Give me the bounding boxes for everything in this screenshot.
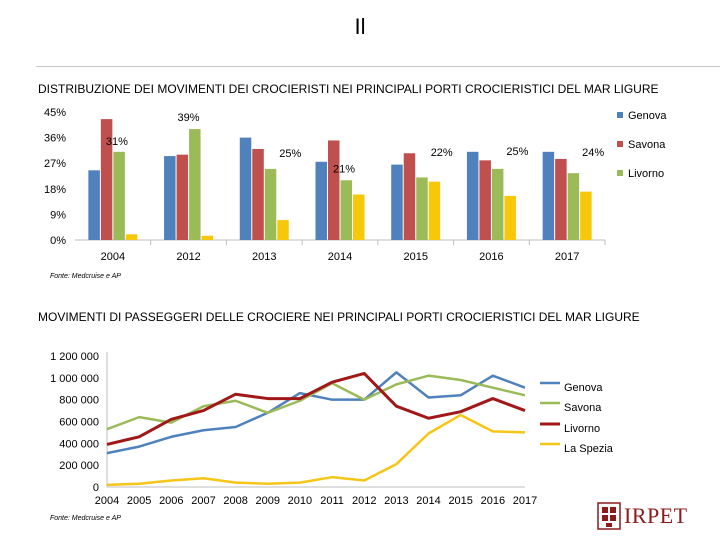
legend-swatch	[617, 112, 623, 118]
bar-savona	[100, 119, 113, 240]
bar-data-label: 22%	[431, 147, 453, 159]
bar-data-label: 25%	[506, 146, 528, 158]
line-x-tick-label: 2016	[481, 495, 505, 507]
bar-genova	[391, 164, 403, 240]
bar-savona	[403, 153, 416, 240]
bar-x-tick-label: 2012	[176, 251, 200, 263]
bar-la-spezia	[277, 220, 289, 240]
line-series-la-spezia	[106, 413, 526, 487]
bar-livorno	[416, 177, 428, 240]
line-y-tick-label: 400 000	[59, 438, 99, 450]
bar-la-spezia	[580, 191, 592, 240]
line-y-tick-label: 200 000	[59, 460, 99, 472]
bar-x-tick-label: 2017	[555, 251, 579, 263]
bar-data-label: 21%	[333, 163, 355, 175]
line-x-tick-label: 2008	[223, 495, 247, 507]
bar-savona	[328, 140, 340, 240]
bar-genova	[88, 170, 100, 240]
bar-x-tick-label: 2004	[101, 251, 125, 263]
bar-la-spezia	[428, 181, 441, 240]
line-chart-title: MOVIMENTI DI PASSEGGERI DELLE CROCIERE N…	[38, 310, 640, 324]
line-legend-label-la-spezia: La Spezia	[564, 443, 614, 455]
line-x-tick-label: 2017	[513, 495, 537, 507]
page-title: Il	[354, 14, 366, 39]
bar-genova	[315, 161, 327, 240]
bar-savona	[176, 154, 189, 240]
bar-la-spezia	[353, 194, 365, 240]
bar-livorno	[113, 151, 125, 240]
line-x-tick-label: 2006	[159, 495, 183, 507]
bar-x-tick-label: 2015	[403, 251, 427, 263]
bar-savona	[479, 160, 491, 240]
line-x-tick-label: 2014	[416, 495, 440, 507]
bar-la-spezia	[125, 234, 138, 240]
bar-data-label: 39%	[178, 112, 200, 124]
divider	[36, 66, 720, 67]
bar-livorno	[491, 168, 504, 240]
line-x-tick-label: 2009	[256, 495, 280, 507]
bar-y-tick-label: 36%	[44, 133, 66, 145]
bar-la-spezia	[201, 235, 214, 240]
bar-genova	[466, 151, 479, 240]
bar-genova	[239, 137, 252, 240]
line-legend-label-savona: Savona	[564, 402, 602, 414]
bar-x-tick-label: 2016	[479, 251, 503, 263]
line-y-tick-label: 1 200 000	[50, 351, 99, 363]
line-x-tick-label: 2011	[320, 495, 344, 507]
bar-livorno	[567, 173, 580, 240]
bar-chart-title: DISTRIBUZIONE DEI MOVIMENTI DEI CROCIERI…	[38, 82, 659, 96]
bar-x-tick-label: 2013	[252, 251, 276, 263]
bar-y-tick-label: 27%	[44, 158, 66, 170]
line-x-tick-label: 2007	[191, 495, 215, 507]
bar-y-tick-label: 45%	[44, 107, 66, 119]
bar-y-tick-label: 0%	[50, 235, 66, 247]
bar-genova	[542, 151, 555, 240]
line-x-tick-label: 2013	[384, 495, 408, 507]
bar-la-spezia	[504, 195, 516, 240]
line-y-tick-label: 600 000	[59, 417, 99, 429]
bar-y-tick-label: 18%	[44, 184, 66, 196]
bar-genova	[164, 156, 176, 240]
bar-savona	[252, 148, 264, 240]
line-x-tick-label: 2005	[127, 495, 151, 507]
bar-livorno	[340, 180, 352, 240]
legend-swatch	[617, 170, 623, 176]
bar-livorno	[264, 168, 277, 240]
line-x-tick-label: 2012	[352, 495, 376, 507]
legend-swatch	[617, 141, 623, 147]
bar-y-tick-label: 9%	[50, 209, 66, 221]
bar-data-label: 25%	[279, 148, 301, 160]
bar-livorno	[189, 129, 201, 240]
line-x-tick-label: 2010	[288, 495, 312, 507]
irpet-logo: IRPET	[597, 499, 711, 533]
bar-chart: 0% 9% 18% 27% 36% 45% 2004 2012 2013 2014 2015 2016…	[44, 107, 667, 263]
line-y-tick-label: 800 000	[59, 395, 99, 407]
line-series-genova	[106, 371, 526, 455]
line-x-tick-label: 2004	[95, 495, 119, 507]
line-chart-source: Fonte: Medcruise e AP	[50, 515, 121, 522]
bar-data-label: 24%	[582, 147, 604, 159]
legend-label-genova: Genova	[628, 110, 667, 122]
bar-savona	[555, 158, 567, 240]
legend-label-savona: Savona	[628, 139, 666, 151]
bar-data-label: 31%	[106, 136, 128, 148]
line-x-tick-label: 2015	[448, 495, 472, 507]
legend-label-livorno: Livorno	[628, 168, 664, 180]
line-series-livorno	[106, 371, 526, 446]
line-y-tick-label: 1 000 000	[50, 373, 99, 385]
line-legend-label-genova: Genova	[564, 382, 603, 394]
logo-mark-icon	[597, 502, 621, 530]
logo-text: IRPET	[624, 503, 688, 528]
line-legend-label-livorno: Livorno	[564, 423, 600, 435]
bar-x-tick-label: 2014	[328, 251, 352, 263]
bar-chart-source: Fonte: Medcruise e AP	[50, 273, 121, 280]
line-y-tick-label: 0	[93, 482, 99, 494]
